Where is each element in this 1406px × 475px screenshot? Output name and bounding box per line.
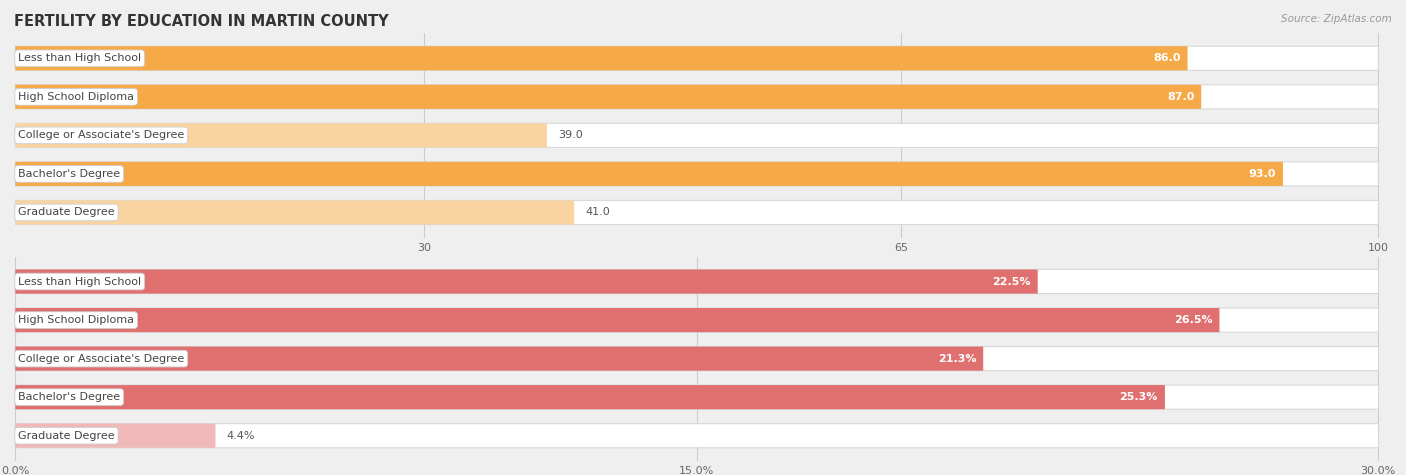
FancyBboxPatch shape [15,347,1378,370]
FancyBboxPatch shape [15,162,1378,186]
FancyBboxPatch shape [15,46,1188,70]
FancyBboxPatch shape [15,269,1378,294]
Text: 86.0: 86.0 [1153,53,1181,63]
Text: 22.5%: 22.5% [993,276,1031,286]
FancyBboxPatch shape [15,308,1378,332]
FancyBboxPatch shape [15,85,1378,109]
Text: Less than High School: Less than High School [18,53,141,63]
FancyBboxPatch shape [15,200,1378,225]
Text: FERTILITY BY EDUCATION IN MARTIN COUNTY: FERTILITY BY EDUCATION IN MARTIN COUNTY [14,14,388,29]
Text: 21.3%: 21.3% [938,353,976,364]
FancyBboxPatch shape [15,200,574,225]
FancyBboxPatch shape [15,424,1378,448]
FancyBboxPatch shape [15,124,547,147]
Text: 39.0: 39.0 [558,130,582,141]
FancyBboxPatch shape [15,46,1378,70]
Text: College or Associate's Degree: College or Associate's Degree [18,130,184,141]
FancyBboxPatch shape [15,347,983,370]
FancyBboxPatch shape [15,424,215,448]
Text: 41.0: 41.0 [585,208,610,218]
Text: 4.4%: 4.4% [226,431,254,441]
Text: High School Diploma: High School Diploma [18,315,134,325]
FancyBboxPatch shape [15,85,1201,109]
Text: 93.0: 93.0 [1249,169,1277,179]
Text: Less than High School: Less than High School [18,276,141,286]
Text: Graduate Degree: Graduate Degree [18,431,115,441]
Text: Bachelor's Degree: Bachelor's Degree [18,392,121,402]
FancyBboxPatch shape [15,385,1378,409]
FancyBboxPatch shape [15,385,1166,409]
FancyBboxPatch shape [15,308,1219,332]
FancyBboxPatch shape [15,269,1038,294]
Text: Source: ZipAtlas.com: Source: ZipAtlas.com [1281,14,1392,24]
Text: Bachelor's Degree: Bachelor's Degree [18,169,121,179]
Text: Graduate Degree: Graduate Degree [18,208,115,218]
Text: College or Associate's Degree: College or Associate's Degree [18,353,184,364]
Text: 87.0: 87.0 [1167,92,1194,102]
Text: 26.5%: 26.5% [1174,315,1212,325]
Text: High School Diploma: High School Diploma [18,92,134,102]
Text: 25.3%: 25.3% [1119,392,1159,402]
FancyBboxPatch shape [15,124,1378,147]
FancyBboxPatch shape [15,162,1282,186]
